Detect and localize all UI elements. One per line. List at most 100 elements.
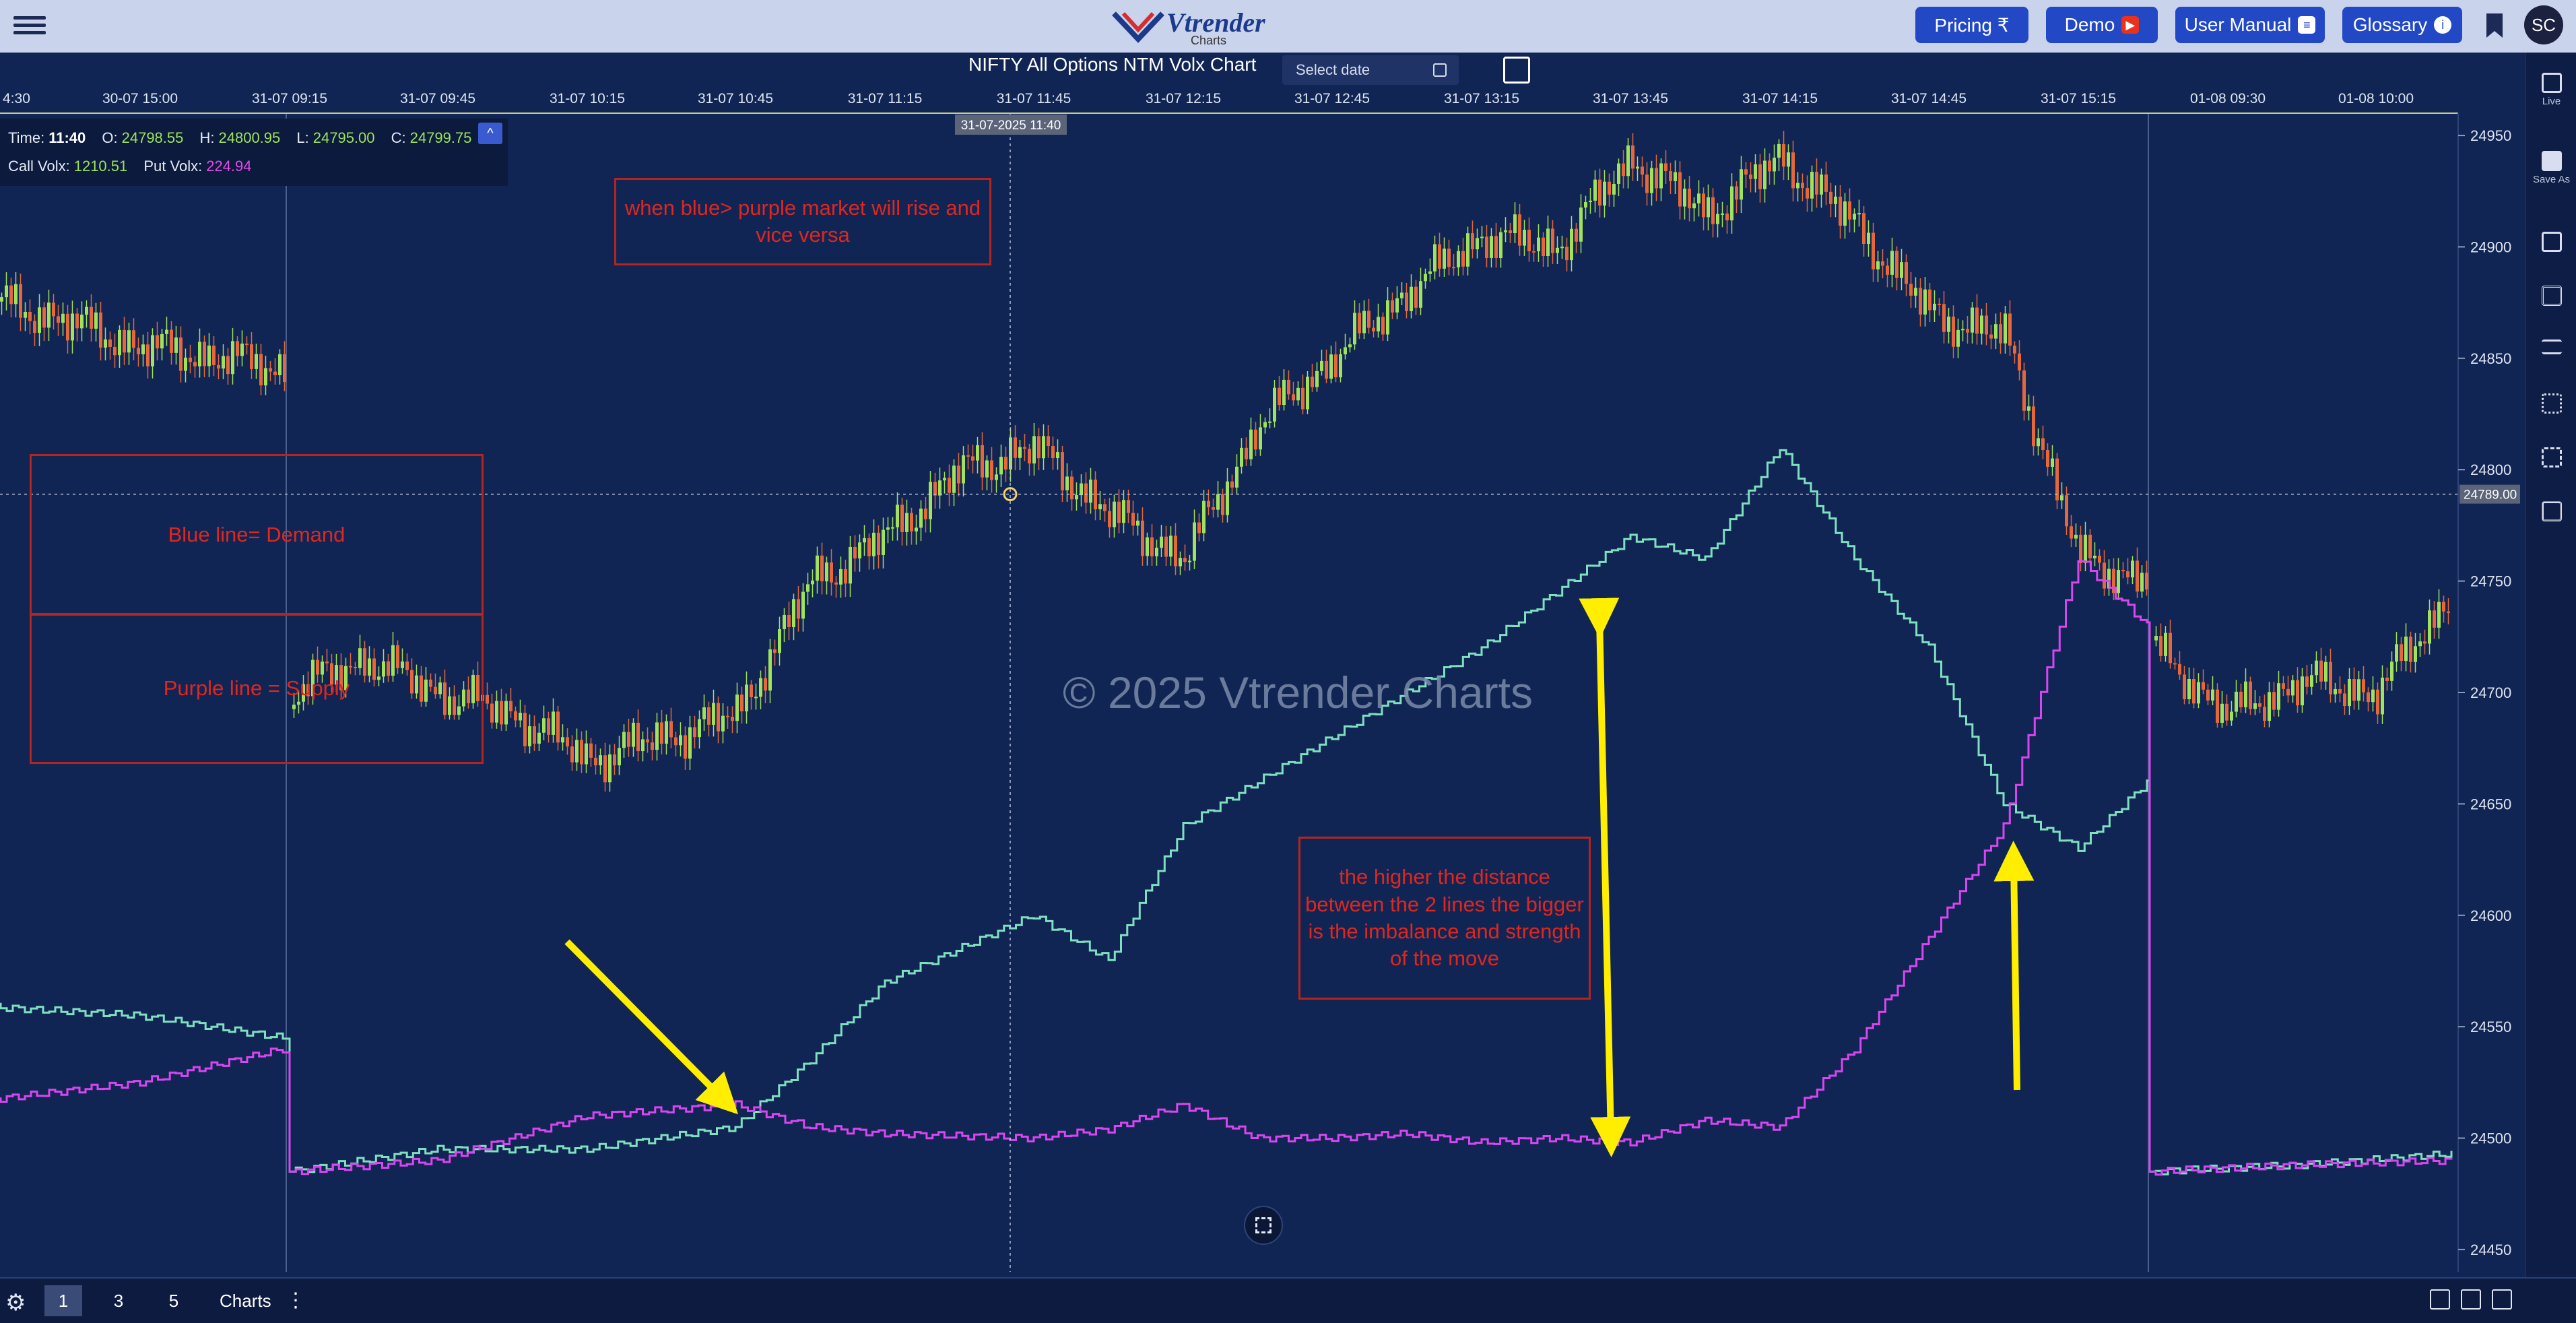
candle-body xyxy=(773,649,777,653)
layout-grid-button[interactable] xyxy=(2526,393,2576,414)
candle-body xyxy=(5,285,8,298)
candle-body xyxy=(2206,689,2210,701)
candle-body xyxy=(1815,172,1818,195)
candle-body xyxy=(2169,633,2172,664)
screenshot-icon[interactable] xyxy=(1503,57,1530,84)
vtrender-logo[interactable]: Vtrender Charts xyxy=(1111,4,1265,49)
candle-body xyxy=(693,727,696,738)
candle-body xyxy=(1513,214,1517,234)
series-line-put-volx xyxy=(0,560,2453,1176)
candle-body xyxy=(1900,262,1903,278)
layout-columns-button[interactable] xyxy=(2526,447,2576,467)
candle-body xyxy=(1796,183,1799,189)
candle-body xyxy=(1141,520,1144,556)
candle-body xyxy=(1485,236,1488,258)
candle-body xyxy=(1433,244,1436,271)
candle-body xyxy=(735,695,739,721)
demo-button[interactable]: Demo ▶ xyxy=(2046,7,2158,43)
avatar[interactable]: SC xyxy=(2524,5,2563,44)
y-tick-label: 24450 xyxy=(2470,1241,2511,1258)
candle-body xyxy=(519,713,522,721)
candle-body xyxy=(976,445,979,461)
candle-body xyxy=(236,341,239,356)
candle-body xyxy=(1876,261,1880,269)
candle-body xyxy=(660,722,663,744)
candle-body xyxy=(1617,163,1620,184)
y-axis: 24450 24500 24550 24600 24650 24700 24750 24800… xyxy=(2457,113,2511,1272)
glossary-button[interactable]: Glossary i xyxy=(2342,7,2462,43)
candle-body xyxy=(2046,449,2049,467)
candle-body xyxy=(2357,679,2360,701)
line-chart-icon[interactable] xyxy=(2430,1289,2450,1310)
candle-body xyxy=(542,718,546,733)
kebab-menu-icon[interactable]: ⋮ xyxy=(286,1289,306,1312)
price-volx-chart[interactable]: 4:30 30-07 15:00 31-07 09:15 31-07 09:45 31-… xyxy=(0,86,2525,1277)
candle-body xyxy=(1150,537,1154,556)
pricing-button[interactable]: Pricing ₹ xyxy=(1915,7,2028,43)
collapse-legend-button[interactable]: ^ xyxy=(478,123,502,144)
layout-quad-button[interactable] xyxy=(2526,501,2576,521)
layout-quad-icon xyxy=(2541,501,2562,521)
candle-body xyxy=(1919,288,1922,315)
candle-body xyxy=(594,757,597,766)
candle-body xyxy=(580,740,583,765)
layout-tab-3[interactable]: 3 xyxy=(113,1291,124,1311)
candle-body xyxy=(2013,346,2016,354)
candle-body xyxy=(283,354,286,383)
candle-body xyxy=(156,335,159,349)
candle-body xyxy=(1117,501,1121,523)
candle-body xyxy=(2211,689,2214,701)
candle-body xyxy=(1334,354,1337,378)
glossary-label: Glossary xyxy=(2352,14,2428,35)
candle-body xyxy=(1230,481,1234,488)
candle-body xyxy=(2447,611,2450,614)
candle-body xyxy=(335,665,338,685)
chart-grid xyxy=(286,113,2149,1272)
candle-body xyxy=(1480,236,1484,238)
candle-body xyxy=(778,629,781,653)
candle-body xyxy=(2187,678,2191,699)
candle-body xyxy=(655,722,659,750)
save-as-button[interactable]: Save As xyxy=(2526,151,2576,185)
candle-body xyxy=(1395,298,1399,313)
candle-body xyxy=(717,703,720,732)
candle-body xyxy=(71,313,74,341)
bookmark-icon[interactable] xyxy=(2485,12,2504,39)
fullscreen-icon xyxy=(1255,1217,1272,1233)
candle-body xyxy=(1942,304,1946,332)
layout-split-button[interactable] xyxy=(2526,286,2576,306)
candle-body xyxy=(2305,676,2309,687)
high-label: H: xyxy=(199,129,215,146)
candle-body xyxy=(2348,678,2351,707)
live-button[interactable]: Live xyxy=(2526,73,2576,107)
candle-body xyxy=(1952,317,1955,347)
candle-body xyxy=(1645,174,1649,193)
date-picker[interactable]: Select date xyxy=(1282,55,1459,85)
candle-body xyxy=(1494,236,1498,259)
candle-body xyxy=(273,371,277,376)
charts-menu[interactable]: Charts xyxy=(220,1291,271,1311)
candle-body xyxy=(467,689,470,703)
x-tick-label: 4:30 xyxy=(3,91,30,106)
layout-single-button[interactable] xyxy=(2526,232,2576,252)
layout-tab-1[interactable]: 1 xyxy=(44,1285,82,1316)
data-export-icon[interactable] xyxy=(2492,1289,2512,1310)
crosshair-x-badge xyxy=(955,115,1067,135)
candle-body xyxy=(1730,186,1733,221)
candle-body xyxy=(75,313,79,329)
candle-body xyxy=(372,658,376,680)
layout-rows-button[interactable] xyxy=(2526,340,2576,354)
candle-body xyxy=(1716,214,1719,224)
candle-body xyxy=(1551,228,1554,253)
settings-gear-icon[interactable]: ⚙ xyxy=(5,1290,26,1316)
candle-body xyxy=(1084,483,1088,503)
hamburger-menu-icon[interactable] xyxy=(13,12,46,39)
fullscreen-button[interactable] xyxy=(1244,1206,1283,1245)
layout-tab-5[interactable]: 5 xyxy=(168,1291,179,1311)
candle-body xyxy=(429,679,432,687)
image-export-icon[interactable] xyxy=(2461,1289,2481,1310)
candle-body xyxy=(2319,660,2323,682)
candle-body xyxy=(1466,233,1469,267)
candle-body xyxy=(561,737,564,743)
user-manual-button[interactable]: User Manual ≡ xyxy=(2175,7,2325,43)
